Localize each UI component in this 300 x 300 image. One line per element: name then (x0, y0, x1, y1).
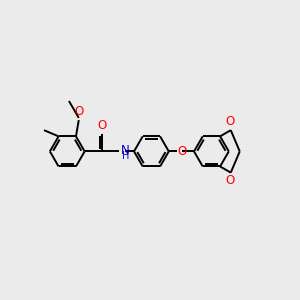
Text: O: O (74, 105, 83, 118)
Text: N: N (121, 144, 129, 157)
Text: O: O (178, 145, 187, 158)
Text: H: H (122, 151, 129, 161)
Text: O: O (225, 174, 235, 187)
Text: O: O (225, 116, 235, 128)
Text: O: O (98, 119, 107, 132)
